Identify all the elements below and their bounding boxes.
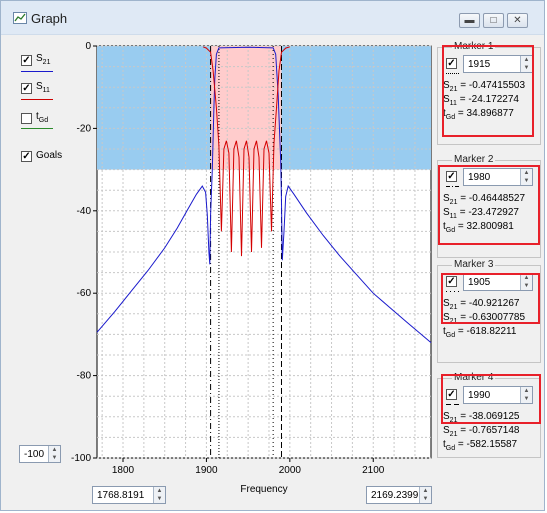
x-tick-label: 1900 [195,465,218,476]
s11-label: S11 [36,81,50,94]
marker-readout: S11 = -23.472927 [443,207,519,220]
marker-frequency-value: 1905 [468,277,491,288]
marker-title: Marker 4 [452,372,496,383]
title-bar: Graph ▬ □ ✕ [1,1,544,35]
series-line-2 [202,46,290,257]
spinner-arrows-icon[interactable]: ▲ ▼ [153,487,165,503]
x-min-value: 1768.8191 [97,490,145,501]
marker-1-frequency-spinner[interactable]: 1915 ▲ ▼ [463,55,533,73]
marker-4-checkbox[interactable]: ✓ [446,389,457,400]
marker-readout: S21 = -0.47415503 [443,80,526,93]
marker-readout: tGd = -582.15587 [443,439,518,452]
marker-title: Marker 2 [452,154,496,165]
spinner-arrows-icon[interactable]: ▲ ▼ [520,169,532,185]
spinner-arrows-icon[interactable]: ▲ ▼ [520,56,532,72]
marker-3-checkbox[interactable]: ✓ [446,276,457,287]
x-tick-label: 2000 [279,465,302,476]
s11-swatch [21,99,53,100]
tgd-swatch [21,128,53,129]
window-title: Graph [31,11,68,26]
marker-readout: S21 = -38.069125 [443,411,520,424]
s21-checkbox[interactable]: ✓ [21,55,32,66]
goal-region-3 [281,46,431,170]
s21-swatch [21,71,53,72]
s11-checkbox[interactable]: ✓ [21,83,32,94]
series-line-1 [96,46,432,343]
marker-4-frequency-spinner[interactable]: 1990 ▲ ▼ [463,386,533,404]
x-min-spinner[interactable]: 1768.8191 ▲ ▼ [92,486,166,504]
maximize-icon: □ [490,15,497,26]
y-tick-label: -60 [77,288,92,299]
s21-label: S21 [36,53,51,66]
x-axis-label: Frequency [240,484,287,495]
marker-readout: tGd = 34.896877 [443,108,514,121]
y-tick-label: -40 [77,206,92,217]
marker-readout: tGd = 32.800981 [443,221,514,234]
marker-title: Marker 1 [452,41,496,52]
y-tick-label: -80 [77,371,92,382]
close-button[interactable]: ✕ [507,13,528,28]
spinner-arrows-icon[interactable]: ▲ ▼ [520,387,532,403]
marker-readout: S11 = -24.172274 [443,94,519,107]
marker-1-checkbox[interactable]: ✓ [446,58,457,69]
marker-1-panel: Marker 1 ✓ 1915 ▲ ▼ S21 = -0.47415503 S11 = -2… [437,41,541,145]
marker-4-panel: Marker 4 ✓ 1990 ▲ ▼ S21 = -38.069125 S21 = -0.… [437,372,541,458]
marker-readout: S21 = -0.46448527 [443,193,526,206]
x-tick-label: 2100 [362,465,385,476]
close-icon: ✕ [513,15,522,26]
marker-2-frequency-spinner[interactable]: 1980 ▲ ▼ [463,168,533,186]
y-min-spinner[interactable]: -100 ▲ ▼ [19,445,61,463]
marker-readout: S21 = -0.7657148 [443,425,520,438]
marker-readout: S21 = -40.921267 [443,298,520,311]
tgd-checkbox[interactable] [21,113,32,124]
marker-3-panel: Marker 3 ✓ 1905 ▲ ▼ S21 = -40.921267 S21 = -0.… [437,259,541,363]
marker-line-style-icon [446,73,460,74]
y-min-value: -100 [24,449,45,460]
minimize-button[interactable]: ▬ [459,13,480,28]
marker-2-checkbox[interactable]: ✓ [446,171,457,182]
spinner-arrows-icon[interactable]: ▲ ▼ [520,274,532,290]
marker-3-frequency-spinner[interactable]: 1905 ▲ ▼ [463,273,533,291]
x-tick-label: 1800 [112,465,135,476]
spinner-arrows-icon[interactable]: ▲ ▼ [48,446,60,462]
marker-frequency-value: 1980 [468,172,491,183]
marker-line-style-icon [446,404,460,405]
y-tick-label: -100 [71,453,91,464]
spinner-arrows-icon[interactable]: ▲ ▼ [419,487,431,503]
marker-2-panel: Marker 2 ✓ 1980 ▲ ▼ S21 = -0.46448527 S11 = -2… [437,154,541,258]
y-tick-label: 0 [85,41,91,52]
marker-readout: S21 = -0.63007785 [443,312,526,325]
goals-label: Goals [36,150,63,161]
marker-frequency-value: 1990 [468,390,491,401]
graph-icon [13,12,27,24]
y-tick-label: -20 [77,123,92,134]
marker-title: Marker 3 [452,259,496,270]
x-max-value: 2169.2399 [371,490,419,501]
goals-checkbox[interactable]: ✓ [21,151,32,162]
marker-line-style-icon [446,186,460,187]
tgd-label: tGd [36,111,49,124]
x-max-spinner[interactable]: 2169.2399 ▲ ▼ [366,486,432,504]
marker-line-style-icon [446,291,460,292]
minimize-icon: ▬ [464,15,475,26]
marker-frequency-value: 1915 [468,59,491,70]
marker-readout: tGd = -618.82211 [443,326,517,339]
maximize-button[interactable]: □ [483,13,504,28]
